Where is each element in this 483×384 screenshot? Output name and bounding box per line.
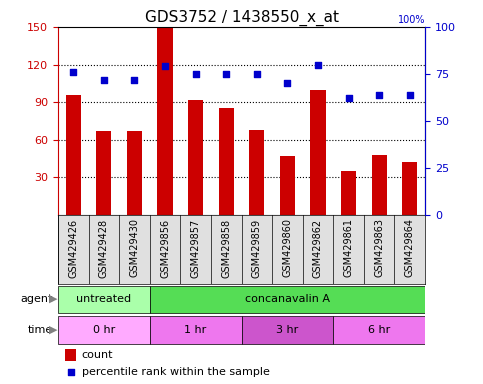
Point	[67, 369, 75, 375]
Text: GSM429426: GSM429426	[68, 218, 78, 278]
Bar	[150, 316, 242, 344]
Point	[253, 71, 261, 77]
Bar	[188, 99, 203, 215]
Text: agent: agent	[21, 294, 53, 304]
Point	[314, 61, 322, 68]
Point	[100, 76, 108, 83]
Bar	[127, 131, 142, 215]
Text: GSM429858: GSM429858	[221, 218, 231, 278]
Text: GSM429860: GSM429860	[283, 218, 292, 278]
Text: GSM429857: GSM429857	[191, 218, 200, 278]
Text: 6 hr: 6 hr	[368, 324, 390, 334]
Point	[345, 95, 353, 101]
Bar	[341, 171, 356, 215]
Text: concanavalin A: concanavalin A	[245, 294, 330, 304]
Bar	[402, 162, 417, 215]
Bar	[58, 286, 150, 313]
Text: percentile rank within the sample: percentile rank within the sample	[82, 366, 270, 377]
Text: 1 hr: 1 hr	[185, 324, 207, 334]
Point	[284, 80, 291, 86]
Text: 100%: 100%	[398, 15, 425, 25]
Point	[406, 91, 413, 98]
Text: ▶: ▶	[48, 294, 57, 304]
Text: GSM429861: GSM429861	[343, 218, 354, 278]
Bar	[242, 316, 333, 344]
Point	[130, 76, 138, 83]
Text: GSM429428: GSM429428	[99, 218, 109, 278]
Bar	[150, 286, 425, 313]
Point	[161, 63, 169, 70]
Point	[375, 91, 383, 98]
Text: GSM429864: GSM429864	[405, 218, 415, 278]
Text: count: count	[82, 350, 114, 360]
Bar	[371, 155, 387, 215]
Text: time: time	[28, 324, 53, 334]
Bar	[96, 131, 112, 215]
Bar	[249, 130, 265, 215]
Point	[192, 71, 199, 77]
Title: GDS3752 / 1438550_x_at: GDS3752 / 1438550_x_at	[144, 9, 339, 25]
Text: GSM429856: GSM429856	[160, 218, 170, 278]
Bar	[219, 108, 234, 215]
Point	[70, 69, 77, 75]
Text: 3 hr: 3 hr	[276, 324, 298, 334]
Text: GSM429863: GSM429863	[374, 218, 384, 278]
Text: 0 hr: 0 hr	[93, 324, 115, 334]
Bar	[280, 156, 295, 215]
Point	[222, 71, 230, 77]
Bar	[65, 349, 76, 361]
Text: GSM429430: GSM429430	[129, 218, 140, 278]
Text: GSM429862: GSM429862	[313, 218, 323, 278]
Bar	[157, 28, 173, 215]
Text: GSM429859: GSM429859	[252, 218, 262, 278]
Text: ▶: ▶	[48, 324, 57, 334]
Bar	[333, 316, 425, 344]
Bar	[58, 316, 150, 344]
Text: untreated: untreated	[76, 294, 131, 304]
Bar	[66, 94, 81, 215]
Bar	[311, 89, 326, 215]
